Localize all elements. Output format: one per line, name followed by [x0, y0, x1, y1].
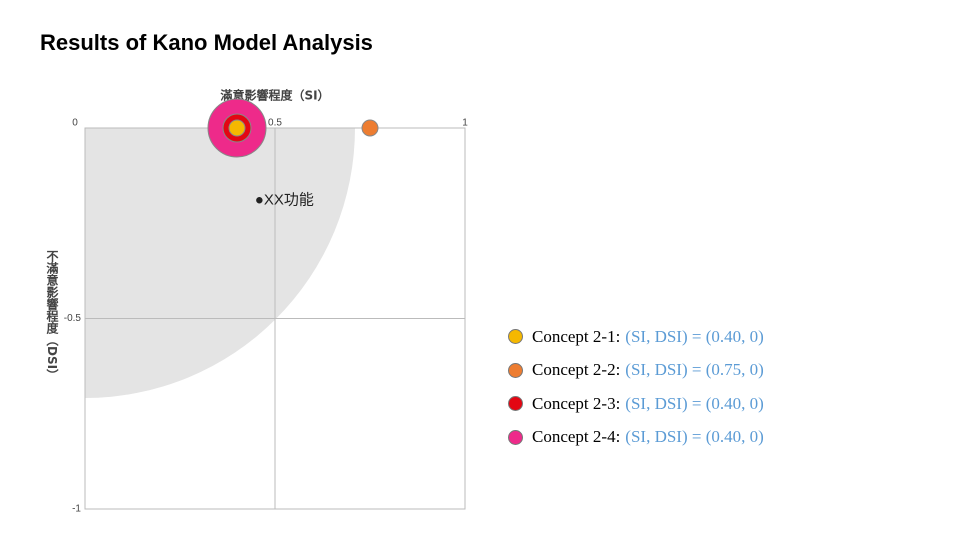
legend-value: (SI, DSI) = (0.40, 0) [625, 393, 764, 413]
legend-item: Concept 2-4: (SI, DSI) = (0.40, 0) [508, 421, 764, 455]
legend-swatch [508, 362, 523, 378]
y-tick-label: -1 [72, 504, 81, 515]
legend-item: Concept 2-1: (SI, DSI) = (0.40, 0) [508, 320, 764, 354]
legend: Concept 2-1: (SI, DSI) = (0.40, 0) Concept… [508, 320, 764, 454]
x-tick-label: 0 [72, 118, 78, 129]
x-tick-label: 0.5 [268, 118, 282, 129]
legend-item: Concept 2-2: (SI, DSI) = (0.75, 0) [508, 354, 764, 388]
legend-swatch [508, 396, 523, 412]
x-tick-label: 1 [462, 118, 468, 129]
legend-label: Concept 2-2: [532, 360, 621, 380]
annotation: ●XX功能 [255, 191, 314, 208]
legend-value: (SI, DSI) = (0.75, 0) [625, 360, 764, 380]
point [228, 119, 246, 137]
y-tick-label: -0.5 [64, 313, 82, 324]
legend-swatch [508, 429, 523, 445]
y-axis-label: 不滿意影響程度（DSI） [45, 250, 59, 382]
region [85, 128, 355, 398]
legend-label: Concept 2-4: [532, 427, 621, 447]
legend-label: Concept 2-3: [532, 393, 621, 413]
legend-value: (SI, DSI) = (0.40, 0) [625, 326, 764, 346]
legend-item: Concept 2-3: (SI, DSI) = (0.40, 0) [508, 387, 764, 421]
legend-swatch [508, 329, 523, 345]
point [361, 119, 379, 137]
chart-title: Results of Kano Model Analysis [40, 30, 373, 55]
legend-label: Concept 2-1: [532, 326, 621, 346]
x-axis-label: 滿意影響程度（SI） [220, 88, 329, 103]
legend-value: (SI, DSI) = (0.40, 0) [625, 427, 764, 447]
